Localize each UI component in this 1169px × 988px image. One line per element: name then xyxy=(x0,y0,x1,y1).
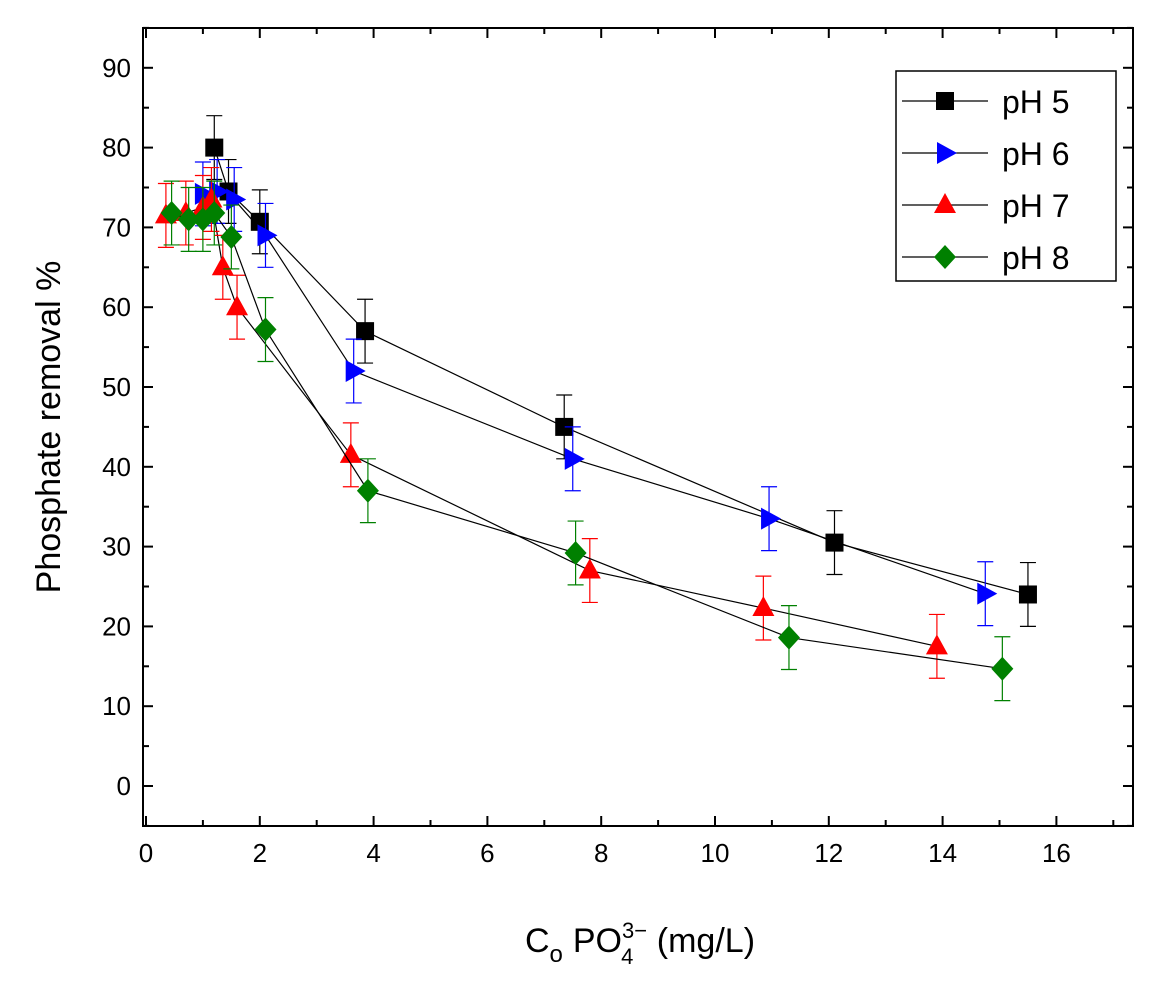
data-point xyxy=(991,656,1014,681)
data-point xyxy=(226,295,249,316)
legend-label: pH 8 xyxy=(1002,240,1070,276)
data-point xyxy=(925,634,948,655)
y-tick-label: 80 xyxy=(102,133,131,163)
legend-label: pH 5 xyxy=(1002,84,1070,120)
x-tick-label: 8 xyxy=(594,838,608,868)
data-point xyxy=(211,255,234,276)
x-tick-label: 6 xyxy=(480,838,494,868)
legend-frame xyxy=(895,70,1117,282)
data-point xyxy=(254,317,277,342)
y-tick-label: 70 xyxy=(102,212,131,242)
y-tick-label: 0 xyxy=(117,771,131,801)
data-point xyxy=(777,625,800,650)
x-tick-label: 16 xyxy=(1042,838,1071,868)
data-point xyxy=(257,224,278,247)
data-point xyxy=(250,212,269,231)
data-point xyxy=(200,187,223,208)
legend-marker xyxy=(934,245,956,269)
y-tick-label: 50 xyxy=(102,372,131,402)
x-tick-label: 4 xyxy=(366,838,380,868)
data-point xyxy=(160,201,183,226)
x-tick-label: 10 xyxy=(701,838,730,868)
y-tick-label: 30 xyxy=(102,532,131,562)
data-point xyxy=(555,417,574,436)
tick-layer: 0 2 4 6 8 10 12 14 16 0 10 20 30 40 50 60 70 80 90 xyxy=(102,26,1133,868)
legend-marker xyxy=(934,193,956,213)
series-line xyxy=(171,212,1003,670)
series-ph-5 xyxy=(205,115,1037,628)
data-point xyxy=(220,224,243,249)
legend-marker xyxy=(937,142,957,164)
data-point xyxy=(825,533,844,552)
x-axis-title-base: C xyxy=(525,922,550,960)
legend-marker xyxy=(936,92,954,110)
data-point xyxy=(564,540,587,565)
data-point xyxy=(977,582,998,605)
x-axis-title-unit: (mg/L) xyxy=(647,922,755,960)
x-tick-label: 2 xyxy=(253,838,267,868)
plot-layer xyxy=(154,115,1037,702)
x-tick-label: 0 xyxy=(139,838,153,868)
series-line xyxy=(202,190,986,595)
data-point xyxy=(752,596,775,617)
x-axis-title: Co PO3− 4 (mg/L) xyxy=(525,918,755,969)
y-tick-label: 60 xyxy=(102,292,131,322)
legend-label: pH 7 xyxy=(1002,188,1070,224)
data-point xyxy=(205,138,224,157)
data-point xyxy=(177,207,200,232)
data-point xyxy=(356,322,375,341)
data-point xyxy=(339,442,362,463)
data-point xyxy=(345,360,366,383)
x-axis-title-sub: o xyxy=(550,941,563,968)
y-tick-label: 90 xyxy=(102,53,131,83)
y-tick-label: 10 xyxy=(102,691,131,721)
y-tick-label: 40 xyxy=(102,452,131,482)
x-tick-label: 12 xyxy=(814,838,843,868)
series-line xyxy=(165,198,938,647)
legend: pH 5 pH 6 pH 7 pH 8 xyxy=(895,70,1117,282)
x-tick-label: 14 xyxy=(928,838,957,868)
series-ph-8 xyxy=(160,180,1014,702)
data-point xyxy=(564,447,585,470)
x-axis-title-species: PO xyxy=(573,922,622,960)
series-ph-6 xyxy=(194,158,998,627)
data-point xyxy=(203,201,226,226)
legend-label: pH 6 xyxy=(1002,136,1070,172)
series-ph-7 xyxy=(154,166,948,679)
x-axis-title-species-sup: 3− xyxy=(622,918,647,943)
data-point xyxy=(578,558,601,579)
data-point xyxy=(1018,585,1037,604)
data-point xyxy=(356,478,379,503)
x-axis-title-species-sub: 4 xyxy=(621,944,633,969)
data-point xyxy=(761,507,782,530)
data-point xyxy=(194,182,215,205)
y-tick-label: 20 xyxy=(102,611,131,641)
y-axis-title: Phosphate removal % xyxy=(30,261,68,594)
